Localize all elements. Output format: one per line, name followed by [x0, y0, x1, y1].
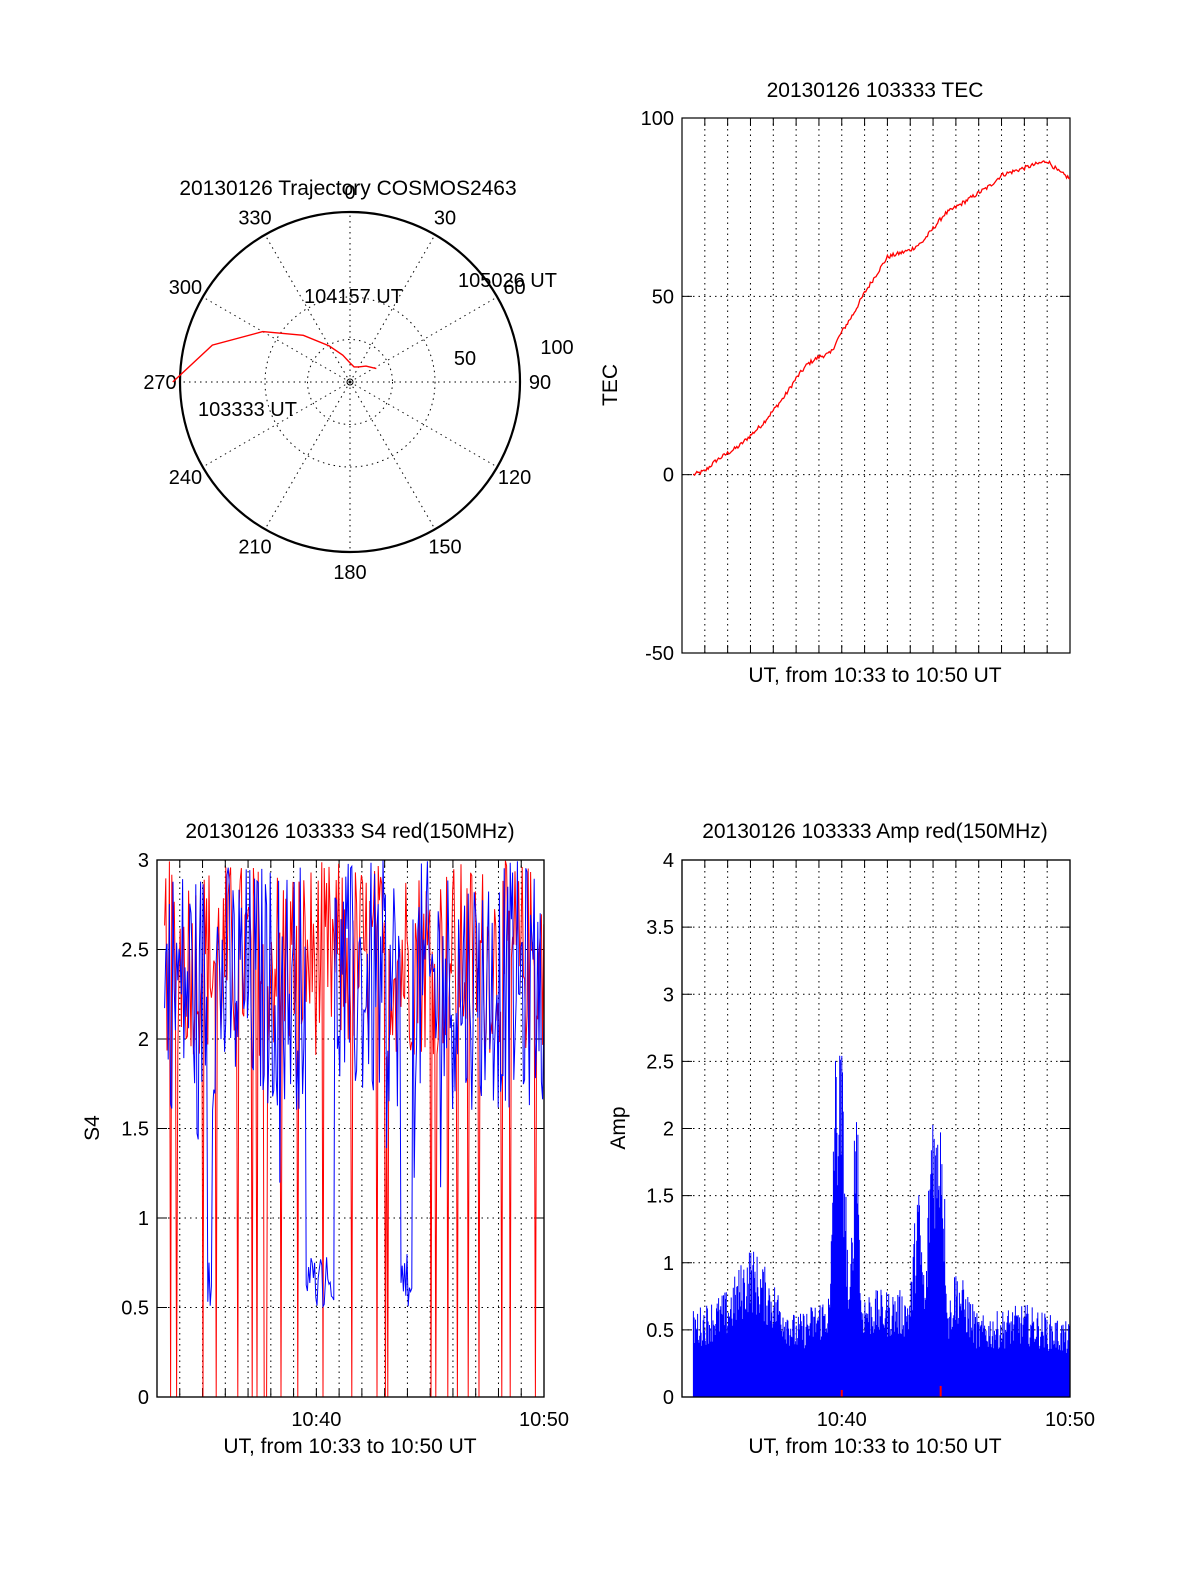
amp-ytick-label: 3.5 [646, 917, 674, 939]
polar-angle-label: 150 [428, 537, 461, 559]
tec-series-line [692, 160, 1071, 477]
amp-line-chart: 20130126 103333 Amp red(150MHz) UT, from… [607, 820, 1095, 1458]
amp-ytick-label: 0 [663, 1387, 674, 1409]
s4-ytick-label: 3 [138, 850, 149, 872]
amp-ytick-label: 0.5 [646, 1320, 674, 1342]
tec-x-axis-label: UT, from 10:33 to 10:50 UT [748, 664, 1001, 687]
trajectory-start-label: 103333 UT [198, 399, 297, 421]
amp-ytick-label: 2 [663, 1119, 674, 1141]
amp-blue-series-line [692, 1055, 1070, 1397]
s4-ytick-label: 2 [138, 1029, 149, 1051]
polar-angle-label: 330 [238, 207, 271, 229]
polar-trajectory-chart: 20130126 Trajectory COSMOS2463 0 30 60 90 12… [143, 177, 573, 584]
s4-red-series-line [164, 860, 545, 1398]
tec-y-axis-label: TEC [599, 364, 622, 406]
amp-y-axis-label: Amp [607, 1106, 630, 1149]
polar-radius-label: 50 [454, 348, 476, 370]
polar-angle-label: 240 [169, 467, 202, 489]
amp-plot-frame-top [681, 859, 1071, 1398]
polar-spoke [349, 234, 436, 383]
polar-chart-title: 20130126 Trajectory COSMOS2463 [179, 177, 516, 200]
polar-center-mark [346, 378, 354, 386]
s4-y-axis-label: S4 [81, 1115, 104, 1141]
s4-plot-frame-top [156, 859, 545, 1398]
tec-ytick-label: -50 [645, 643, 674, 665]
tec-ytick-label: 50 [652, 286, 674, 308]
s4-ytick-label: 2.5 [121, 940, 149, 962]
s4-xtick-label: 10:40 [291, 1409, 341, 1431]
s4-xtick-label: 10:50 [519, 1409, 569, 1431]
trajectory-line [172, 330, 377, 383]
trajectory-mid-label: 104157 UT [304, 286, 403, 308]
amp-chart-title: 20130126 103333 Amp red(150MHz) [702, 820, 1048, 843]
trajectory-end-label: 105026 UT [458, 270, 557, 292]
polar-spoke [264, 234, 351, 383]
polar-angle-label: 30 [434, 207, 456, 229]
polar-angle-label: 210 [238, 537, 271, 559]
polar-angle-label: 120 [498, 467, 531, 489]
amp-ytick-label: 2.5 [646, 1051, 674, 1073]
polar-spoke [349, 381, 436, 530]
amp-ytick-label: 1.5 [646, 1186, 674, 1208]
polar-spoke [202, 381, 351, 468]
polar-angle-label: 60 [503, 277, 525, 299]
amp-xtick-label: 10:50 [1045, 1409, 1095, 1431]
amp-x-axis-label: UT, from 10:33 to 10:50 UT [748, 1435, 1001, 1458]
polar-angle-label: 180 [333, 562, 366, 584]
amp-ytick-label: 1 [663, 1253, 674, 1275]
s4-chart-title: 20130126 103333 S4 red(150MHz) [185, 820, 514, 843]
s4-x-axis-label: UT, from 10:33 to 10:50 UT [223, 1435, 476, 1458]
tec-ytick-label: 0 [663, 465, 674, 487]
s4-ytick-label: 0 [138, 1387, 149, 1409]
polar-outer-ring [178, 210, 522, 554]
amp-ytick-label: 4 [663, 850, 674, 872]
s4-ytick-label: 1.5 [121, 1119, 149, 1141]
tec-chart-title: 20130126 103333 TEC [767, 79, 984, 102]
tec-plot-frame [681, 117, 1071, 654]
polar-angle-label: 90 [529, 372, 551, 394]
s4-ytick-label: 0.5 [121, 1298, 149, 1320]
tec-ytick-label: 100 [641, 108, 674, 130]
s4-blue-series-line [164, 860, 545, 1309]
polar-radius-label: 100 [540, 337, 573, 359]
polar-spoke [264, 381, 351, 530]
amp-xtick-label: 10:40 [817, 1409, 867, 1431]
polar-angle-label: 0 [344, 182, 355, 204]
polar-angle-label: 270 [143, 372, 176, 394]
s4-line-chart: 20130126 103333 S4 red(150MHz) UT, from … [81, 820, 569, 1458]
tec-line-chart: 20130126 103333 TEC UT, from 10:33 to 10… [599, 79, 1071, 687]
amp-ytick-label: 3 [663, 984, 674, 1006]
polar-spoke [202, 296, 351, 383]
polar-angle-label: 300 [169, 277, 202, 299]
polar-range-ring [307, 339, 393, 425]
polar-range-ring [264, 296, 436, 468]
polar-spoke [349, 381, 498, 468]
s4-ytick-label: 1 [138, 1208, 149, 1230]
